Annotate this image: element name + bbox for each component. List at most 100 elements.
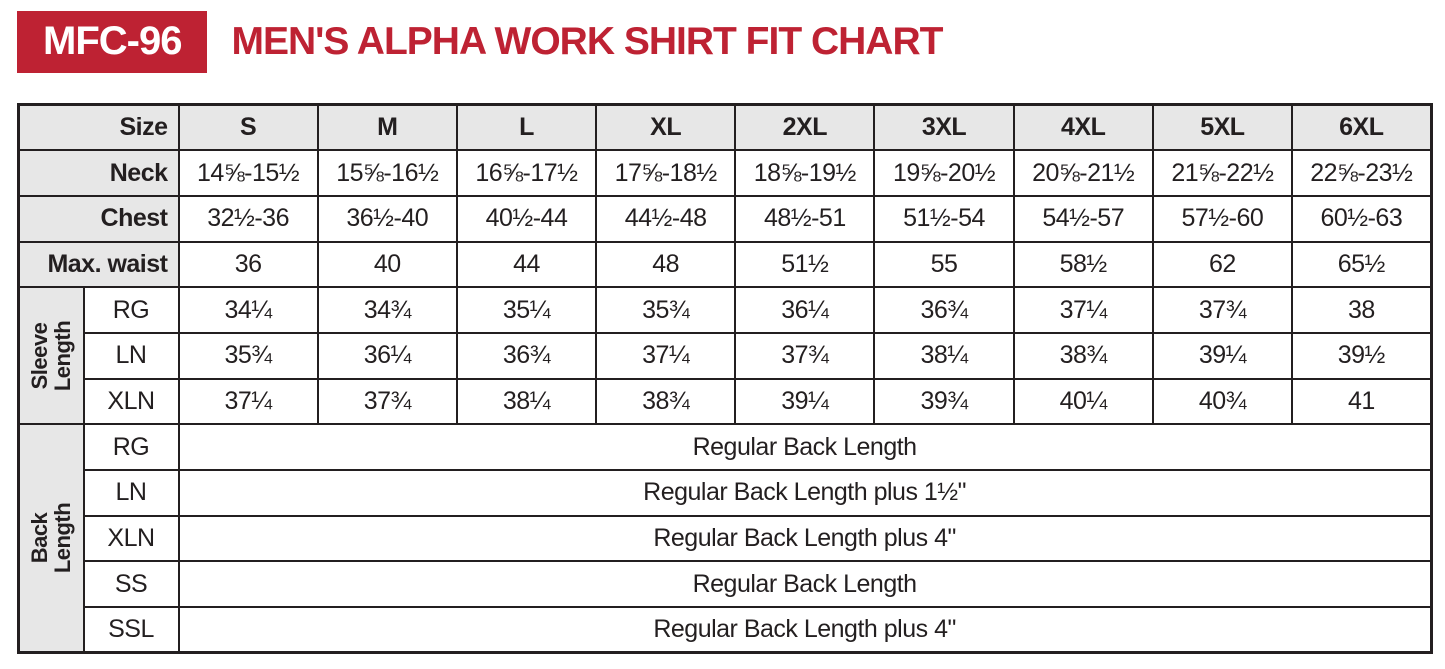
sleeve-rg-value: 38 xyxy=(1290,286,1433,334)
sleeve-xln-value: 37¾ xyxy=(316,377,458,426)
sleeve-sub-label-rg: RG xyxy=(82,286,180,334)
page-header: MFC-96 MEN'S ALPHA WORK SHIRT FIT CHART xyxy=(17,11,1445,73)
sleeve-ln-value: 35¾ xyxy=(177,331,319,380)
table-row-neck: Neck 14⅝-15½ 15⅝-16½ 16⅝-17½ 17⅝-18½ 18⅝… xyxy=(17,149,1433,197)
table-row-sleeve-ln: LN 35¾ 36¼ 36¾ 37¼ 37¾ 38¼ 38¾ 39¼ 39½ xyxy=(19,331,1433,380)
table-row-back-ssl: SSL Regular Back Length plus 4" xyxy=(19,606,1433,654)
size-row-label: Size xyxy=(17,103,180,152)
size-col-header: 2XL xyxy=(734,103,876,152)
back-sub-label-ln: LN xyxy=(82,469,180,517)
sleeve-rg-value: 34¾ xyxy=(316,286,458,334)
neck-value: 22⅝-23½ xyxy=(1290,149,1433,197)
sleeve-rg-value: 37¾ xyxy=(1151,286,1294,334)
sleeve-xln-value: 38¾ xyxy=(595,377,737,426)
max-waist-value: 62 xyxy=(1151,240,1294,289)
sleeve-xln-value: 37¼ xyxy=(177,377,319,426)
max-waist-value: 55 xyxy=(873,240,1015,289)
size-col-header: 6XL xyxy=(1290,103,1433,152)
size-col-header: L xyxy=(455,103,598,152)
page-title: MEN'S ALPHA WORK SHIRT FIT CHART xyxy=(231,20,943,63)
model-badge: MFC-96 xyxy=(17,11,208,73)
back-length-group-label: Back Length xyxy=(17,423,85,654)
sleeve-sub-label-xln: XLN xyxy=(82,377,180,426)
sleeve-ln-value: 37¾ xyxy=(734,331,876,380)
table-row-back-rg: Back Length RG Regular Back Length xyxy=(17,423,1433,654)
sleeve-xln-value: 40¾ xyxy=(1151,377,1294,426)
row-label-max-waist: Max. waist xyxy=(17,240,180,289)
sleeve-rg-value: 36¾ xyxy=(873,286,1015,334)
sleeve-rg-value: 36¼ xyxy=(734,286,876,334)
back-rg-value: Regular Back Length xyxy=(177,423,1433,471)
back-sub-label-rg: RG xyxy=(82,423,180,471)
neck-value: 17⅝-18½ xyxy=(595,149,737,197)
sleeve-length-rotated-label: Sleeve Length xyxy=(27,320,76,391)
size-col-header: 4XL xyxy=(1012,103,1154,152)
back-ln-value: Regular Back Length plus 1½" xyxy=(177,469,1433,517)
sleeve-length-group-label: Sleeve Length xyxy=(17,286,85,426)
sleeve-xln-value: 39¼ xyxy=(734,377,876,426)
max-waist-value: 51½ xyxy=(734,240,876,289)
sleeve-ln-value: 37¼ xyxy=(595,331,737,380)
chest-value: 57½-60 xyxy=(1151,194,1294,243)
sleeve-rg-value: 35¾ xyxy=(595,286,737,334)
back-ssl-value: Regular Back Length plus 4" xyxy=(177,606,1433,654)
size-col-header: M xyxy=(316,103,458,152)
chest-value: 32½-36 xyxy=(177,194,319,243)
chest-value: 48½-51 xyxy=(734,194,876,243)
sleeve-sub-label-ln: LN xyxy=(82,331,180,380)
chest-value: 44½-48 xyxy=(595,194,737,243)
fit-chart-table: Size S M L XL 2XL 3XL 4XL 5XL 6XL Neck 1… xyxy=(17,103,1433,655)
sleeve-rg-value: 34¼ xyxy=(177,286,319,334)
max-waist-value: 48 xyxy=(595,240,737,289)
chest-value: 40½-44 xyxy=(455,194,598,243)
neck-value: 21⅝-22½ xyxy=(1151,149,1294,197)
sleeve-ln-value: 39½ xyxy=(1290,331,1433,380)
max-waist-value: 58½ xyxy=(1012,240,1154,289)
back-sub-label-ssl: SSL xyxy=(82,606,180,654)
back-sub-label-xln: XLN xyxy=(82,514,180,563)
sleeve-rg-value: 35¼ xyxy=(455,286,598,334)
sleeve-ln-value: 39¼ xyxy=(1151,331,1294,380)
sleeve-xln-value: 39¾ xyxy=(873,377,1015,426)
table-row-chest: Chest 32½-36 36½-40 40½-44 44½-48 48½-51… xyxy=(17,194,1433,243)
max-waist-value: 36 xyxy=(177,240,319,289)
table-row-back-xln: XLN Regular Back Length plus 4" xyxy=(19,514,1433,563)
sleeve-ln-value: 36¼ xyxy=(316,331,458,380)
table-row-sleeve-rg: Sleeve Length RG 34¼ 34¾ 35¼ 35¾ 36¼ 36¾… xyxy=(17,286,1433,426)
sleeve-xln-value: 41 xyxy=(1290,377,1433,426)
neck-value: 19⅝-20½ xyxy=(873,149,1015,197)
neck-value: 18⅝-19½ xyxy=(734,149,876,197)
chest-value: 60½-63 xyxy=(1290,194,1433,243)
size-col-header: 3XL xyxy=(873,103,1015,152)
neck-value: 20⅝-21½ xyxy=(1012,149,1154,197)
neck-value: 15⅝-16½ xyxy=(316,149,458,197)
back-xln-value: Regular Back Length plus 4" xyxy=(177,514,1433,563)
back-sub-label-ss: SS xyxy=(82,560,180,609)
size-col-header: 5XL xyxy=(1151,103,1294,152)
max-waist-value: 40 xyxy=(316,240,458,289)
table-row-back-ln: LN Regular Back Length plus 1½" xyxy=(19,469,1433,517)
table-row-max-waist: Max. waist 36 40 44 48 51½ 55 58½ 62 65½ xyxy=(17,240,1433,289)
sleeve-ln-value: 36¾ xyxy=(455,331,598,380)
table-row-header: Size S M L XL 2XL 3XL 4XL 5XL 6XL xyxy=(17,103,1433,152)
sleeve-xln-value: 38¼ xyxy=(455,377,598,426)
sleeve-rg-value: 37¼ xyxy=(1012,286,1154,334)
chest-value: 36½-40 xyxy=(316,194,458,243)
sleeve-ln-value: 38¼ xyxy=(873,331,1015,380)
size-col-header: XL xyxy=(595,103,737,152)
sleeve-ln-value: 38¾ xyxy=(1012,331,1154,380)
row-label-chest: Chest xyxy=(17,194,180,243)
chest-value: 54½-57 xyxy=(1012,194,1154,243)
neck-value: 14⅝-15½ xyxy=(177,149,319,197)
chest-value: 51½-54 xyxy=(873,194,1015,243)
max-waist-value: 44 xyxy=(455,240,598,289)
sleeve-xln-value: 40¼ xyxy=(1012,377,1154,426)
row-label-neck: Neck xyxy=(17,149,180,197)
table-row-back-ss: SS Regular Back Length xyxy=(19,560,1433,609)
table-row-sleeve-xln: XLN 37¼ 37¾ 38¼ 38¾ 39¼ 39¾ 40¼ 40¾ 41 xyxy=(19,377,1433,426)
max-waist-value: 65½ xyxy=(1290,240,1433,289)
back-length-rotated-label: Back Length xyxy=(27,503,76,574)
back-ss-value: Regular Back Length xyxy=(177,560,1433,609)
neck-value: 16⅝-17½ xyxy=(455,149,598,197)
size-col-header: S xyxy=(177,103,319,152)
